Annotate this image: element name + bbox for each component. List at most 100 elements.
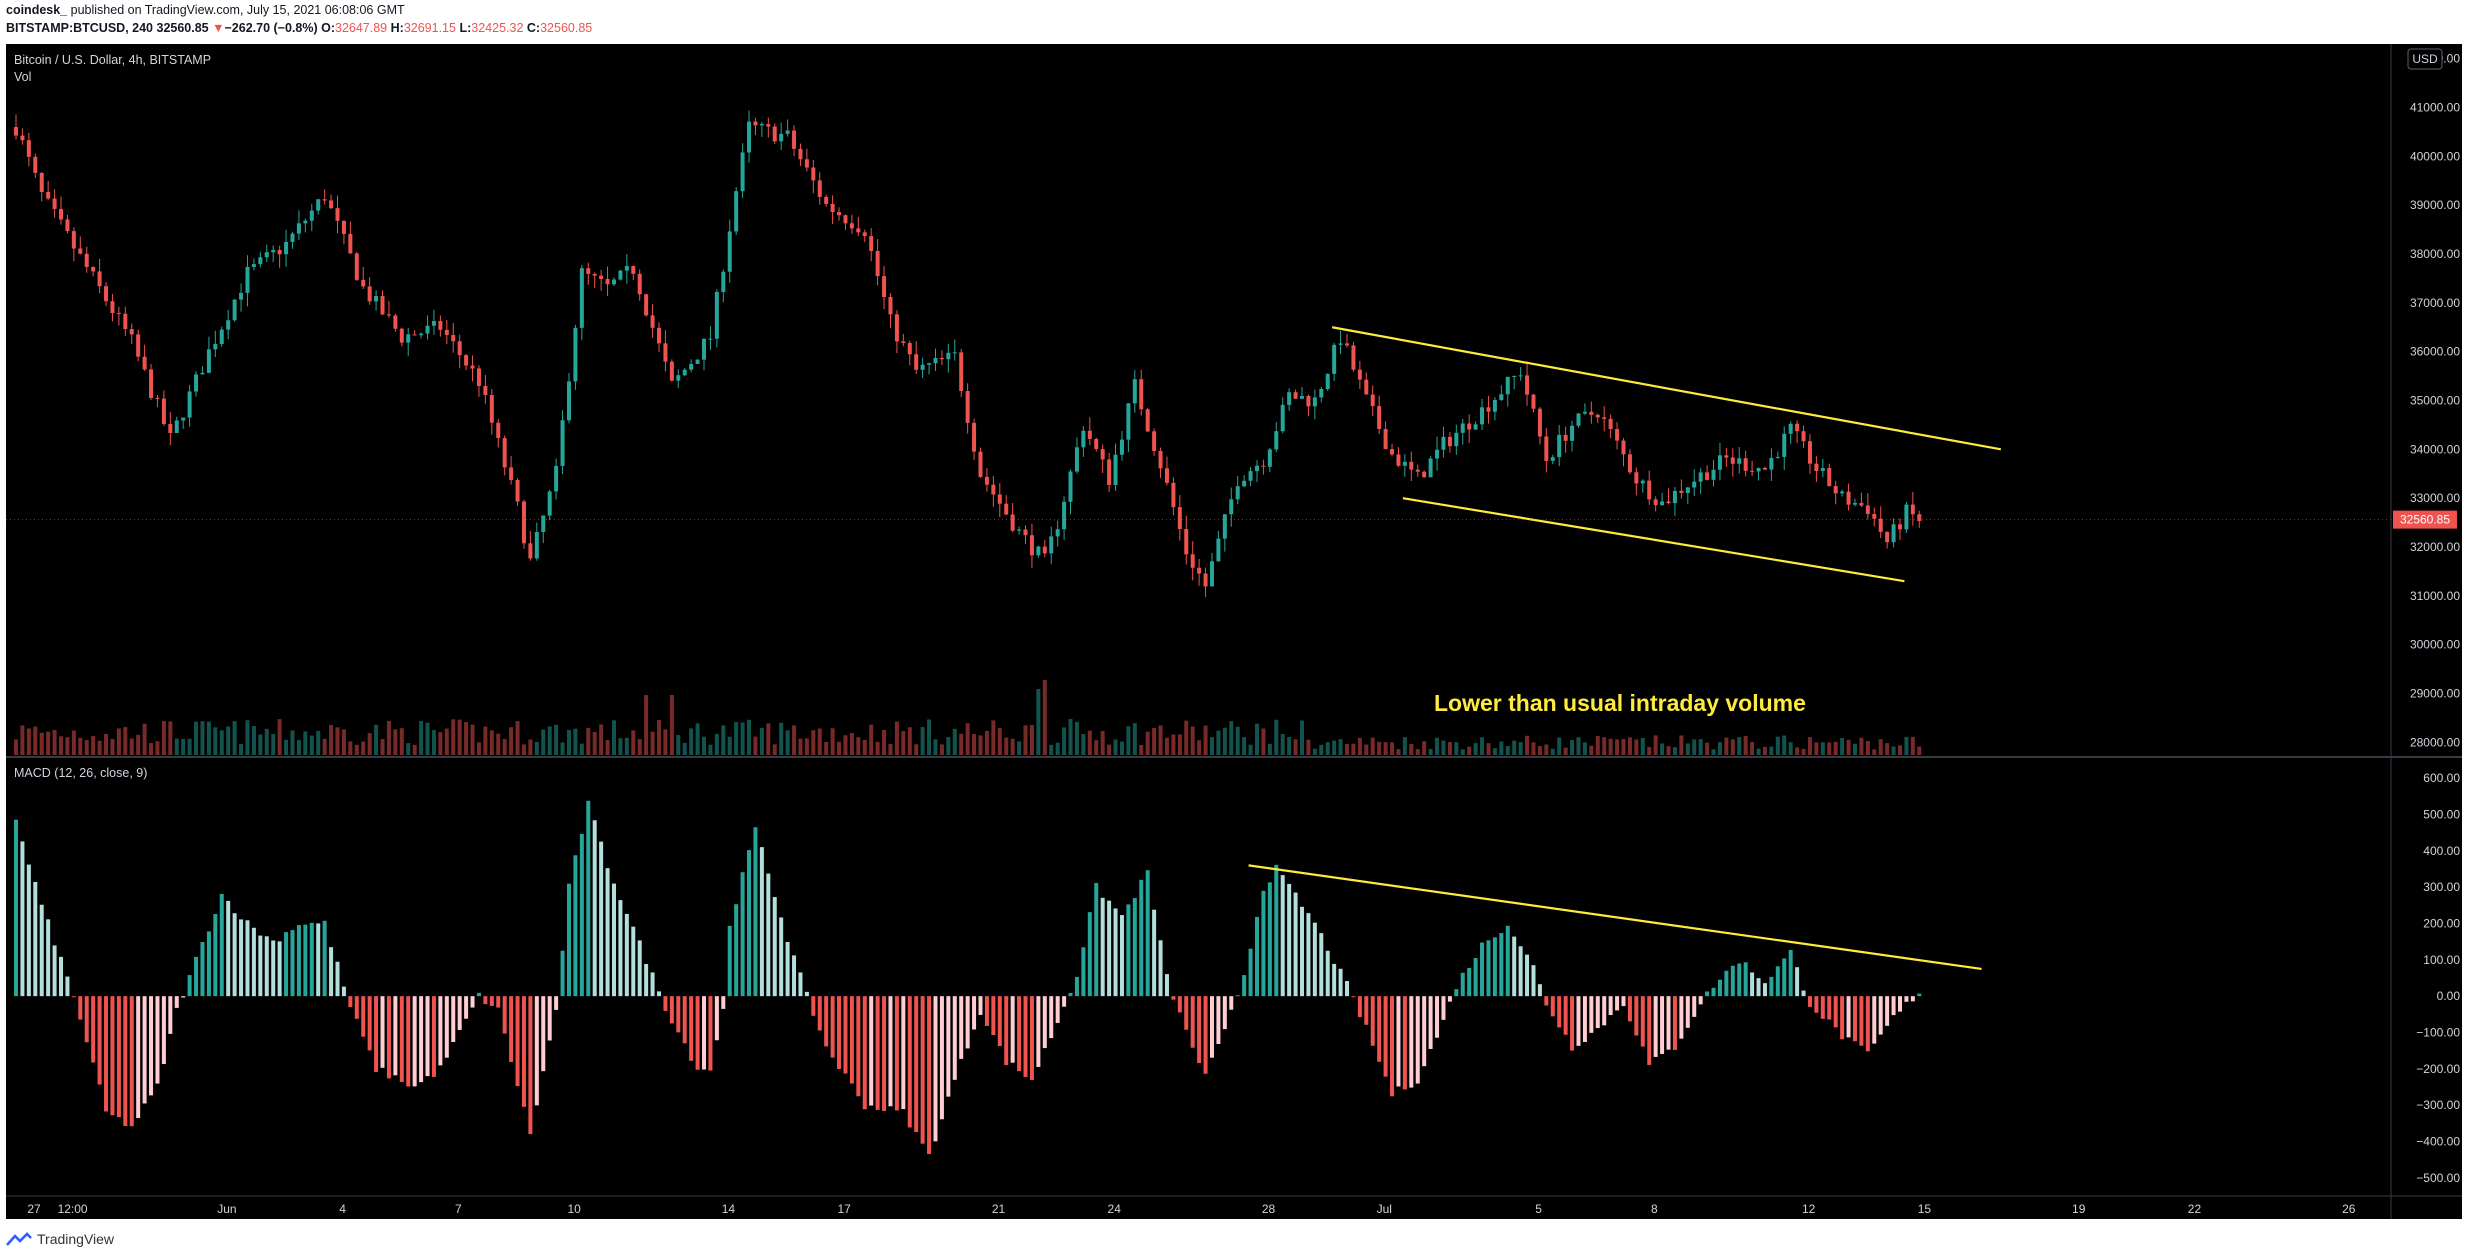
macd-histogram-bar xyxy=(258,935,263,997)
volume-bar xyxy=(798,738,803,755)
candle-body xyxy=(637,273,642,295)
candle-body xyxy=(624,265,629,271)
macd-histogram-bar xyxy=(1422,996,1427,1067)
candle-body xyxy=(309,210,314,221)
candle-body xyxy=(39,172,44,193)
macd-histogram-bar xyxy=(676,996,681,1033)
candle-body xyxy=(1447,436,1452,447)
candle-body xyxy=(579,268,584,328)
macd-histogram-bar xyxy=(515,996,520,1087)
macd-histogram-bar xyxy=(1897,996,1902,1012)
candle-body xyxy=(1486,407,1491,412)
volume-bar xyxy=(258,734,263,755)
time-tick-label: 8 xyxy=(1651,1202,1658,1216)
volume-bar xyxy=(1364,744,1369,755)
volume-bar xyxy=(1910,736,1915,755)
macd-histogram-bar xyxy=(972,996,977,1030)
volume-bar xyxy=(457,719,462,755)
volume-bar xyxy=(547,726,552,755)
candle-body xyxy=(1370,394,1375,407)
candle-body xyxy=(438,320,443,330)
volume-bar xyxy=(438,732,443,755)
volume-bar xyxy=(1904,736,1909,755)
candle-body xyxy=(837,212,842,216)
price-pane[interactable] xyxy=(6,110,2391,755)
candle-body xyxy=(110,301,115,314)
candle-body xyxy=(534,532,539,559)
macd-histogram-bar xyxy=(1518,946,1523,997)
volume-bar xyxy=(1672,747,1677,755)
macd-histogram-bar xyxy=(1338,968,1343,997)
macd-histogram-bar xyxy=(149,996,154,1096)
macd-histogram-bar xyxy=(689,996,694,1061)
volume-bar xyxy=(502,738,507,755)
candle-body xyxy=(14,127,18,136)
macd-histogram-bar xyxy=(1139,879,1144,997)
candle-body xyxy=(1492,399,1497,412)
volume-bar xyxy=(1119,741,1124,755)
time-tick-label: 12 xyxy=(1802,1202,1816,1216)
candle-body xyxy=(1627,454,1632,473)
volume-bar xyxy=(1782,735,1787,755)
volume-bar xyxy=(1705,742,1710,755)
price-tick-label: 30000.00 xyxy=(2410,638,2460,652)
macd-histogram-bar xyxy=(573,855,578,997)
candle-body xyxy=(136,334,141,357)
macd-histogram-bar xyxy=(1197,996,1202,1064)
volume-bar xyxy=(187,738,192,755)
macd-histogram-bar xyxy=(1544,996,1549,1006)
volume-bar xyxy=(1692,739,1697,755)
macd-histogram-bar xyxy=(1203,996,1208,1074)
candle-body xyxy=(644,294,649,316)
volume-bar xyxy=(1428,748,1433,755)
candle-body xyxy=(997,494,1002,504)
volume-bar xyxy=(1094,740,1099,755)
volume-bar xyxy=(1222,727,1227,755)
ohlc-line: BITSTAMP:BTCUSD, 240 32560.85 ▼−262.70 (… xyxy=(6,21,592,35)
macd-histogram-bar xyxy=(264,936,269,997)
volume-bar xyxy=(1512,740,1517,755)
candle-body xyxy=(1132,379,1137,404)
volume-bar xyxy=(1383,742,1388,755)
macd-histogram-bar xyxy=(1100,897,1105,997)
volume-bar xyxy=(1679,735,1684,755)
macd-histogram-bar xyxy=(245,920,250,997)
candle-body xyxy=(206,349,211,373)
last-price-badge xyxy=(2393,510,2457,529)
volume-bar xyxy=(1126,726,1131,755)
macd-histogram-bar xyxy=(830,996,835,1058)
volume-bar xyxy=(1300,720,1304,755)
macd-histogram-bar xyxy=(1319,933,1324,997)
macd-histogram-bar xyxy=(1164,974,1169,997)
volume-bar xyxy=(26,728,31,755)
candle-body xyxy=(676,375,681,381)
currency-badge[interactable] xyxy=(2407,48,2443,70)
macd-histogram-bar xyxy=(547,996,552,1041)
candle-body xyxy=(116,313,121,315)
price-tick-label: 39000.00 xyxy=(2410,198,2460,212)
macd-histogram-bar xyxy=(71,996,76,998)
macd-histogram-bar xyxy=(296,925,301,997)
macd-histogram-bar xyxy=(991,996,996,1035)
macd-histogram-bar xyxy=(502,996,507,1034)
volume-bar xyxy=(599,724,604,755)
candle-body xyxy=(393,315,398,329)
candle-body xyxy=(1049,536,1054,554)
candle-body xyxy=(374,296,379,302)
candle-body xyxy=(566,381,571,421)
macd-histogram-bar xyxy=(1486,940,1491,997)
macd-pane[interactable] xyxy=(14,800,1982,1155)
macd-histogram-bar xyxy=(97,996,102,1085)
volume-bar xyxy=(1004,737,1009,755)
macd-histogram-bar xyxy=(309,922,314,997)
volume-bar xyxy=(509,727,514,755)
volume-bar xyxy=(1762,746,1767,755)
price-tick-label: 35000.00 xyxy=(2410,394,2460,408)
volume-bar xyxy=(997,728,1002,755)
author[interactable]: coindesk_ xyxy=(6,3,68,17)
macd-histogram-bar xyxy=(965,996,970,1049)
tradingview-logo[interactable]: TradingView xyxy=(6,1231,114,1247)
macd-histogram-bar xyxy=(380,996,385,1068)
macd-histogram-bar xyxy=(753,827,758,997)
